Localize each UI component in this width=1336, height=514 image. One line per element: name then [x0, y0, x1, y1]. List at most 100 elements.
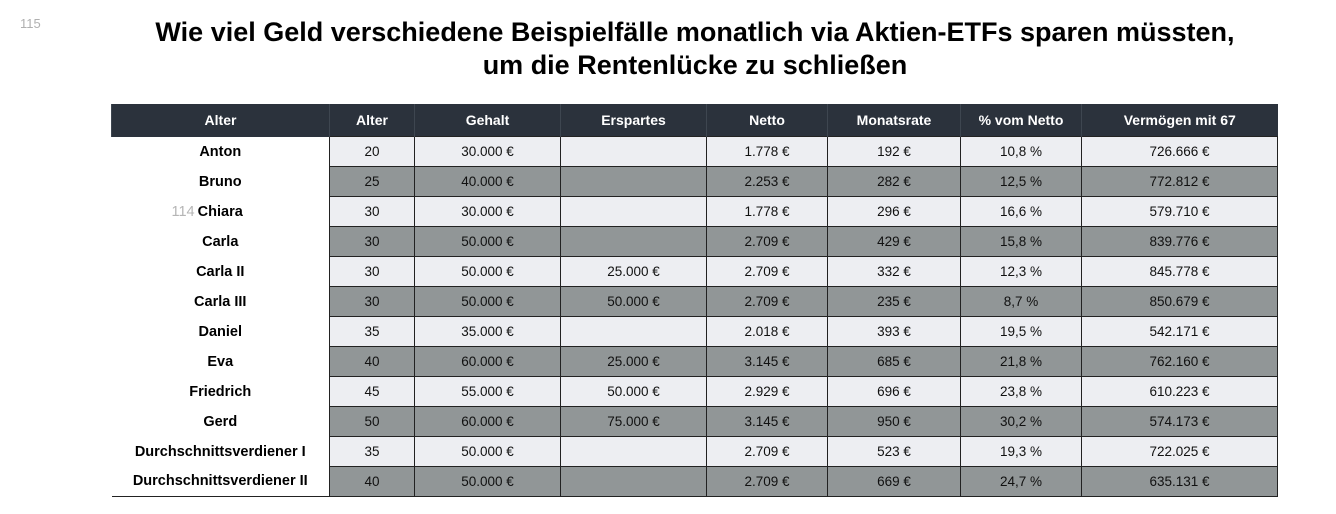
cell-assets-at-67: 850.679 €: [1081, 286, 1278, 317]
cell-savings: 25.000 €: [560, 346, 707, 377]
cell-monthly-rate: 192 €: [827, 136, 961, 167]
cell-assets-at-67: 726.666 €: [1081, 136, 1278, 167]
table-row: 114 Chiara 30 30.000 €1.778 €296 €16,6 % 579…: [111, 196, 1278, 227]
row-label: Anton: [199, 143, 242, 160]
row-label: Chiara: [197, 203, 243, 220]
row-label: Gerd: [203, 413, 238, 430]
overlay-number: 114: [171, 203, 195, 220]
cell-name: Bruno: [111, 166, 330, 197]
cell-name: Anton: [111, 136, 330, 167]
table-row: Durchschnittsverdiener II 40 50.000 € 2.709…: [111, 466, 1278, 497]
cell-savings: [560, 196, 707, 227]
cell-age: 30: [329, 256, 415, 287]
cell-assets-at-67: 610.223 €: [1081, 376, 1278, 407]
table-row: Durchschnittsverdiener I 35 50.000 € 2.709 …: [111, 436, 1278, 467]
cell-salary: 40.000 €: [414, 166, 561, 197]
cell-salary: 35.000 €: [414, 316, 561, 347]
cell-assets-at-67: 762.160 €: [1081, 346, 1278, 377]
column-header-name: Alter: [111, 104, 330, 137]
cell-name: Carla II: [111, 256, 330, 287]
cell-assets-at-67: 574.173 €: [1081, 406, 1278, 437]
row-label: Friedrich: [189, 383, 252, 400]
cell-age: 20: [329, 136, 415, 167]
cell-savings: [560, 136, 707, 167]
cell-savings: 75.000 €: [560, 406, 707, 437]
cell-age: 30: [329, 286, 415, 317]
cell-salary: 30.000 €: [414, 196, 561, 227]
cell-name: Carla: [111, 226, 330, 257]
cell-age: 25: [329, 166, 415, 197]
table-row: Gerd 50 60.000 €75.000 €3.145 €950 €30,2 %…: [111, 406, 1278, 437]
page-number: 115: [20, 16, 41, 31]
cell-monthly-rate: 685 €: [827, 346, 961, 377]
cell-percent-of-net: 12,3 %: [960, 256, 1082, 287]
table-row: Daniel 35 35.000 € 2.018 €393 €19,5 % 542.17…: [111, 316, 1278, 347]
cell-percent-of-net: 24,7 %: [960, 466, 1082, 497]
cell-salary: 50.000 €: [414, 226, 561, 257]
row-label: Durchschnittsverdiener II: [132, 473, 308, 490]
cell-net: 1.778 €: [706, 136, 828, 167]
table-row: Friedrich 45 55.000 €50.000 €2.929 €696 €2…: [111, 376, 1278, 407]
column-header-monthly-rate: Monatsrate: [827, 104, 961, 137]
column-header-age: Alter: [329, 104, 415, 137]
row-label: Carla: [202, 233, 239, 250]
cell-savings: 50.000 €: [560, 286, 707, 317]
cell-net: 2.709 €: [706, 286, 828, 317]
cell-salary: 30.000 €: [414, 136, 561, 167]
table-row: Anton 20 30.000 € 1.778 €192 €10,8 % 726.666…: [111, 136, 1278, 167]
column-header-net: Netto: [706, 104, 828, 137]
cell-percent-of-net: 30,2 %: [960, 406, 1082, 437]
cell-net: 2.709 €: [706, 256, 828, 287]
table-row: Carla 30 50.000 € 2.709 €429 €15,8 % 839.776…: [111, 226, 1278, 257]
row-label: Eva: [207, 353, 234, 370]
cell-assets-at-67: 722.025 €: [1081, 436, 1278, 467]
cell-monthly-rate: 282 €: [827, 166, 961, 197]
cell-monthly-rate: 669 €: [827, 466, 961, 497]
cell-monthly-rate: 429 €: [827, 226, 961, 257]
table-row: Eva 40 60.000 €25.000 €3.145 €685 €21,8 % 7…: [111, 346, 1278, 377]
cell-percent-of-net: 19,3 %: [960, 436, 1082, 467]
cell-percent-of-net: 8,7 %: [960, 286, 1082, 317]
cell-name: Gerd: [111, 406, 330, 437]
cell-name: Durchschnittsverdiener I: [111, 436, 330, 467]
cell-assets-at-67: 845.778 €: [1081, 256, 1278, 287]
table-row: Carla III 30 50.000 €50.000 €2.709 €235 €8…: [111, 286, 1278, 317]
cell-name: Friedrich: [111, 376, 330, 407]
cell-salary: 60.000 €: [414, 346, 561, 377]
cell-age: 40: [329, 346, 415, 377]
table-header-row: Alter Alter Gehalt Erspartes Netto Monatsrate…: [111, 104, 1278, 137]
cell-savings: [560, 466, 707, 497]
cell-savings: 25.000 €: [560, 256, 707, 287]
cell-net: 2.018 €: [706, 316, 828, 347]
cell-net: 3.145 €: [706, 406, 828, 437]
cell-name: Carla III: [111, 286, 330, 317]
column-header-percent-of-net: % vom Netto: [960, 104, 1082, 137]
cell-name: 114 Chiara: [111, 196, 330, 227]
cell-assets-at-67: 772.812 €: [1081, 166, 1278, 197]
cell-salary: 50.000 €: [414, 256, 561, 287]
cell-savings: [560, 166, 707, 197]
row-label: Daniel: [198, 323, 242, 340]
page-title: Wie viel Geld verschiedene Beispielfälle…: [0, 16, 1336, 82]
table-row: Carla II 30 50.000 €25.000 €2.709 €332 €12…: [111, 256, 1278, 287]
cell-net: 2.709 €: [706, 436, 828, 467]
row-label: Carla II: [196, 263, 245, 280]
cell-percent-of-net: 12,5 %: [960, 166, 1082, 197]
cell-net: 2.929 €: [706, 376, 828, 407]
title-line-2: um die Rentenlücke zu schließen: [482, 50, 908, 80]
cell-monthly-rate: 950 €: [827, 406, 961, 437]
cell-monthly-rate: 393 €: [827, 316, 961, 347]
title-line-1: Wie viel Geld verschiedene Beispielfälle…: [155, 17, 1235, 47]
cell-percent-of-net: 23,8 %: [960, 376, 1082, 407]
cell-net: 2.253 €: [706, 166, 828, 197]
cell-salary: 50.000 €: [414, 286, 561, 317]
cell-net: 2.709 €: [706, 466, 828, 497]
cell-salary: 50.000 €: [414, 436, 561, 467]
cell-name: Durchschnittsverdiener II: [111, 466, 330, 497]
cell-savings: [560, 436, 707, 467]
cell-age: 35: [329, 436, 415, 467]
cell-monthly-rate: 523 €: [827, 436, 961, 467]
cell-percent-of-net: 19,5 %: [960, 316, 1082, 347]
cell-age: 30: [329, 226, 415, 257]
cell-savings: [560, 226, 707, 257]
